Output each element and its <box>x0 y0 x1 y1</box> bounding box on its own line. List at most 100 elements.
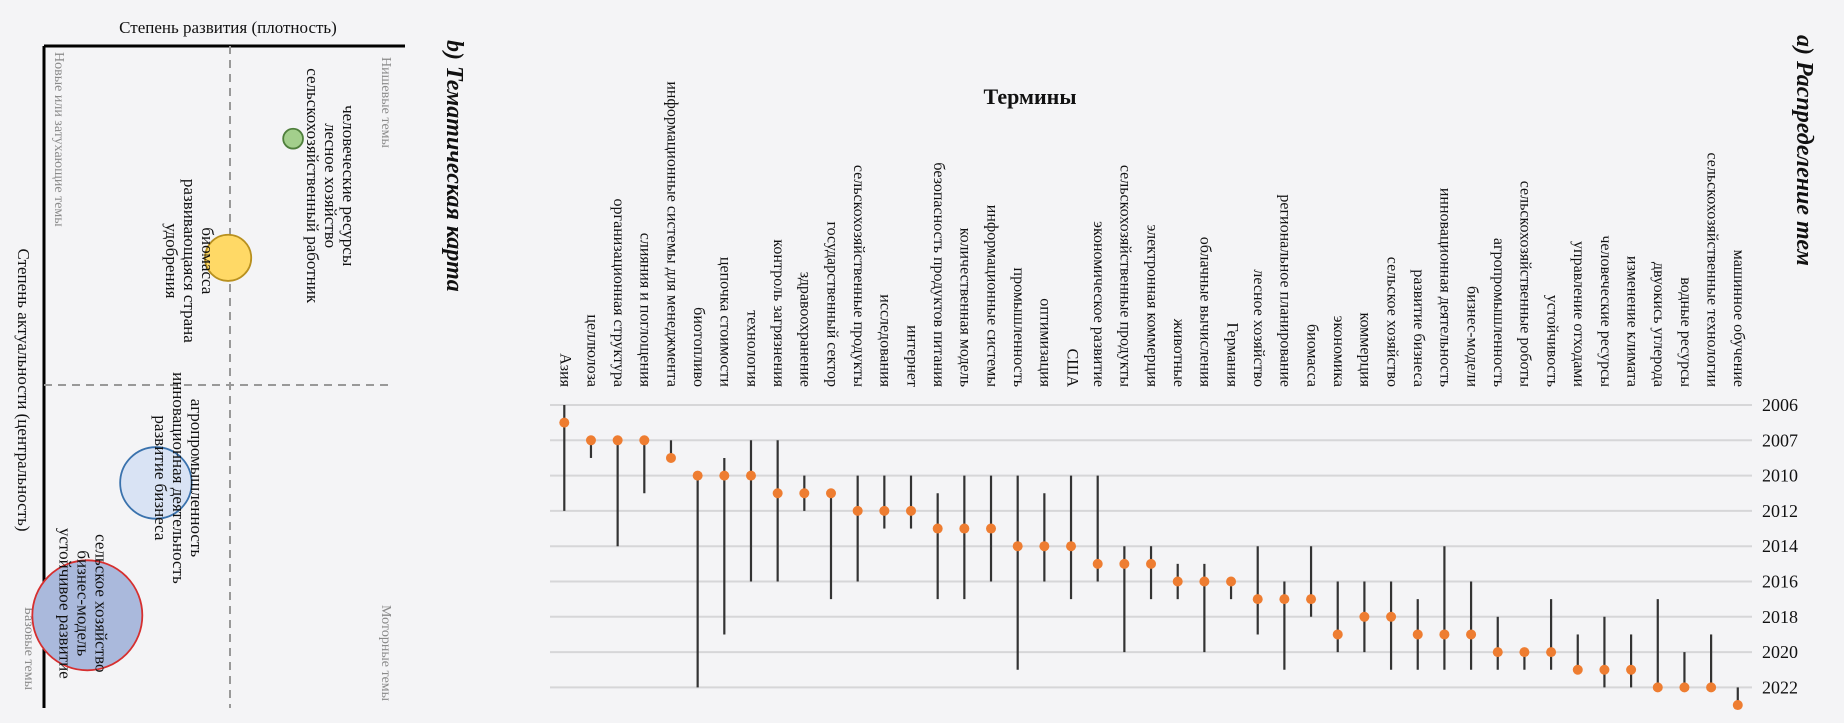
cluster-term-label: лесное хозяйство <box>321 123 340 248</box>
term-label: устойчивость <box>1543 295 1560 387</box>
term-peak-point <box>719 470 730 481</box>
term-label: технология <box>743 310 760 387</box>
term-label: Германия <box>1223 323 1240 388</box>
year-axis: 2006 2007 2010 2012 2014 2016 2018 2020 2022 <box>1762 395 1798 697</box>
cluster: сельское хозяйствобизнес-модельустойчиво… <box>31 528 144 679</box>
term-peak-point <box>585 435 596 446</box>
cluster-term-label: развивающаяся страна <box>180 179 199 343</box>
term-label: коммерция <box>1357 313 1374 388</box>
term-peak-point <box>1252 594 1263 605</box>
term-peak-point <box>1039 541 1050 552</box>
term-peak-point <box>745 470 756 481</box>
term-label: информационные системы для менеджмента <box>663 81 680 387</box>
term-peak-point <box>1332 629 1343 640</box>
term-peak-point <box>1706 682 1717 693</box>
term-peak-point <box>1572 664 1583 675</box>
term-label: организационная структура <box>610 199 627 387</box>
term-label: количественная модель <box>957 228 974 387</box>
term-peak-point <box>1199 576 1210 587</box>
term-label: электронная коммерция <box>1143 225 1160 388</box>
cluster-bubble <box>204 233 253 282</box>
thematic-map: Степень развития (плотность) Степень акт… <box>14 18 467 708</box>
term-label: цепочка стоимости <box>717 257 734 388</box>
term-label: сельскохозяйственные продукты <box>850 165 867 387</box>
term-peak-point <box>1519 647 1530 658</box>
thematic-map-title: b) Тематическая карта <box>441 40 467 292</box>
year-tick-label: 2010 <box>1762 466 1798 486</box>
year-tick-label: 2007 <box>1762 430 1798 450</box>
term-label: экономика <box>1330 316 1347 387</box>
cluster-bubble <box>282 127 304 150</box>
term-peak-point <box>1412 629 1423 640</box>
year-tick-label: 2006 <box>1762 395 1798 415</box>
term-peak-point <box>799 488 810 499</box>
term-label: управление отходами <box>1570 241 1587 387</box>
topic-distribution-chart: Термины 2006 2007 2010 2012 2014 2016 2018 2020… <box>550 35 1817 711</box>
term-peak-point <box>1439 629 1450 640</box>
term-peak-point <box>612 435 623 446</box>
cluster-term-label: удобрения <box>162 223 181 298</box>
term-peak-point <box>1626 664 1637 675</box>
term-peak-point <box>1546 647 1557 658</box>
term-label: лесное хозяйство <box>1250 269 1267 387</box>
year-tick-label: 2020 <box>1762 642 1798 662</box>
cluster-term-label: сельскохозяйственный работник <box>303 68 322 304</box>
term-label: здравоохранение <box>797 272 814 387</box>
term-label: региональное планирование <box>1277 194 1294 387</box>
cluster-term-label: биомасса <box>198 227 217 294</box>
term-peak-point <box>1146 558 1157 569</box>
term-label: изменение климата <box>1623 256 1640 387</box>
term-peak-point <box>1066 541 1077 552</box>
term-peak-point <box>1012 541 1023 552</box>
term-peak-point <box>959 523 970 534</box>
term-peak-point <box>1279 594 1290 605</box>
term-label: безопасность продуктов питания <box>930 162 947 387</box>
term-label: двуокись углерода <box>1650 262 1667 387</box>
term-peak-point <box>772 488 783 499</box>
centrality-axis-label: Степень актуальности (центральность) <box>14 248 33 531</box>
quadrant-label-motor: Моторные темы <box>378 605 393 702</box>
term-peak-point <box>826 488 836 499</box>
term-label: США <box>1063 349 1080 388</box>
quadrant-label-niche: Нишевые темы <box>378 57 393 149</box>
cluster-term-label: агропромышленность <box>187 399 206 558</box>
term-peak-point <box>879 505 890 516</box>
term-label: сельское хозяйство <box>1383 257 1400 387</box>
terms-axis-title: Термины <box>983 84 1076 109</box>
quadrant-label-emerging: Новые или затухающие темы <box>51 52 66 227</box>
term-peak-point <box>559 417 570 428</box>
quadrant-label-basic: Базовые темы <box>21 607 36 691</box>
term-peak-point <box>1092 558 1103 569</box>
term-peak-point <box>1359 611 1370 622</box>
term-peak-point <box>1732 700 1743 711</box>
term-peak-point <box>1652 682 1663 693</box>
distribution-title: a) Распределение тем <box>1791 35 1817 266</box>
cluster-term-label: бизнес-модель <box>73 550 92 656</box>
term-label: развитие бизнеса <box>1410 269 1427 387</box>
year-tick-label: 2012 <box>1762 501 1798 521</box>
term-label: человеческие ресурсы <box>1597 235 1614 387</box>
term-peak-point <box>986 523 997 534</box>
term-label: слияния и поглощения <box>637 233 654 388</box>
year-tick-label: 2016 <box>1762 572 1798 592</box>
term-label: облачные вычисления <box>1197 237 1214 388</box>
term-label: сельскохозяйственные продукты <box>1117 165 1134 387</box>
term-label: исследования <box>877 294 894 387</box>
term-label: инновационная деятельность <box>1437 188 1454 387</box>
term-peak-point <box>692 470 703 481</box>
term-peak-point <box>1226 576 1237 587</box>
term-label: сельскохозяйственные роботы <box>1517 181 1534 388</box>
cluster-term-label: человеческие ресурсы <box>339 105 358 267</box>
density-axis-label: Степень развития (плотность) <box>119 18 337 37</box>
term-peak-point <box>665 452 676 463</box>
year-tick-label: 2022 <box>1762 677 1798 697</box>
term-label: сельскохозяйственные технологии <box>1703 152 1720 387</box>
term-peak-point <box>852 505 863 516</box>
term-peak-point <box>1599 664 1610 675</box>
cluster-term-label: инновационная деятельность <box>169 372 188 584</box>
